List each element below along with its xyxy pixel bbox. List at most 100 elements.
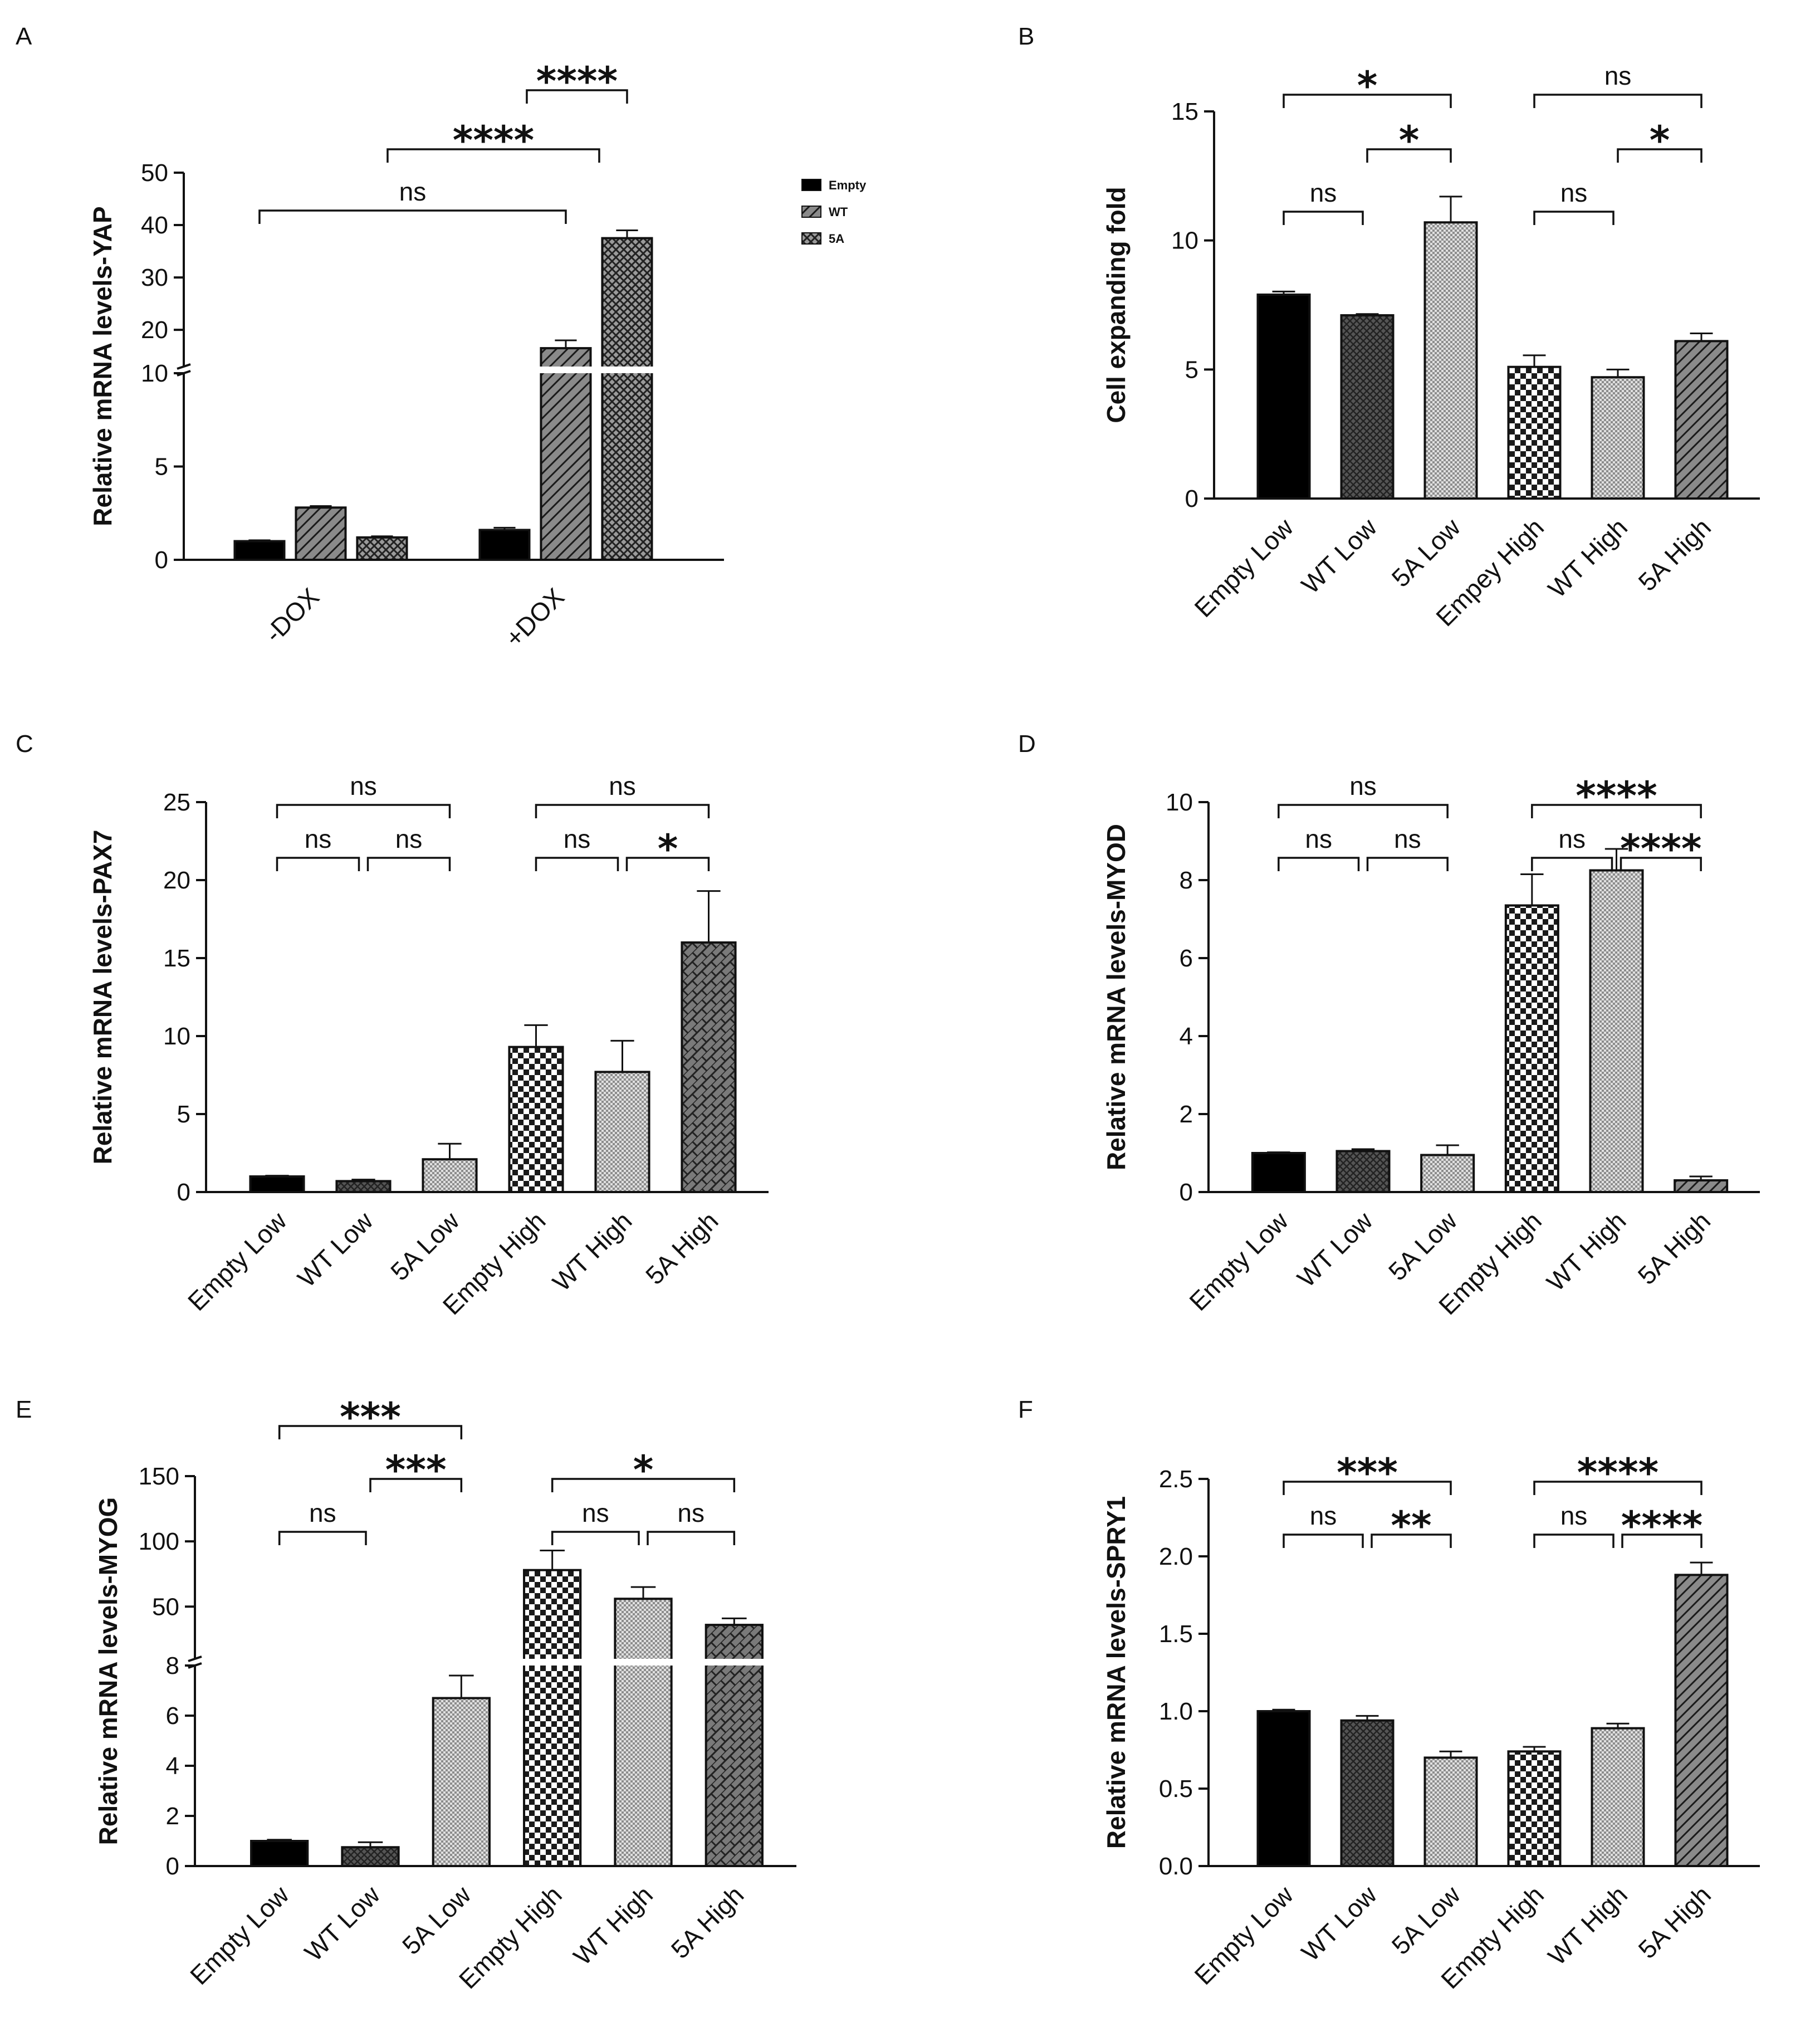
error-bar	[1436, 1144, 1459, 1155]
x-category-label: Empty Low	[184, 1880, 295, 1990]
error-bar	[1267, 1151, 1290, 1154]
significance-label: *	[1357, 63, 1378, 109]
significance-bracket	[1366, 857, 1449, 871]
y-tick-label: 30	[141, 264, 168, 291]
significance-bracket	[1533, 211, 1614, 225]
significance-label: *	[1399, 118, 1420, 163]
bar-break-gap	[539, 367, 593, 373]
significance-label: ***	[1337, 1450, 1398, 1496]
error-bar	[310, 505, 332, 508]
significance-label: ns	[1560, 178, 1588, 207]
significance-bracket	[535, 857, 619, 871]
y-tick-label: 5	[1185, 356, 1198, 383]
y-tick-label: 20	[141, 316, 168, 344]
error-bar	[722, 1617, 747, 1625]
x-category-label: 5A High	[1632, 1206, 1716, 1290]
significance-label: ns	[1310, 1501, 1337, 1530]
significance-bracket	[647, 1531, 736, 1545]
y-axis-label: Cell expanding fold	[1102, 187, 1131, 423]
significance-bracket	[258, 209, 567, 224]
error-bar	[1606, 368, 1630, 378]
y-tick-label: 25	[163, 789, 190, 816]
x-category-label: WT High	[1541, 1206, 1632, 1297]
panel-letter: B	[1018, 23, 1034, 50]
y-tick-label: 0	[177, 1179, 190, 1206]
significance-label: ns	[609, 771, 636, 800]
error-bar	[524, 1024, 548, 1047]
significance-bracket	[535, 804, 710, 818]
y-tick-label: 4	[1180, 1023, 1193, 1050]
y-axis-label: Relative mRNA levels-YAP	[88, 206, 117, 526]
significance-bracket	[1366, 148, 1452, 163]
error-bar	[1520, 873, 1544, 906]
error-bar	[555, 339, 577, 349]
y-tick-label: 20	[163, 867, 190, 894]
significance-label: ns	[1604, 61, 1632, 90]
bar	[614, 1598, 673, 1867]
significance-label: ns	[350, 771, 377, 800]
y-tick-label: 6	[1180, 945, 1193, 972]
y-tick-label: 0.0	[1159, 1853, 1193, 1880]
bar	[540, 347, 592, 561]
x-category-label: WT High	[1542, 512, 1633, 603]
bar	[478, 529, 531, 561]
y-tick-label: 8	[1180, 867, 1193, 894]
x-category-label: WT High	[567, 1880, 658, 1971]
bar	[1507, 365, 1562, 500]
error-bar	[1690, 332, 1713, 341]
significance-bracket	[1621, 1533, 1702, 1548]
bar	[341, 1846, 400, 1867]
x-category-label: WT Low	[1296, 512, 1383, 599]
significance-bracket	[1283, 1481, 1452, 1495]
y-tick-label: 8	[166, 1652, 179, 1679]
significance-label: ***	[340, 1394, 401, 1440]
bar-break-gap	[522, 1659, 583, 1666]
y-tick-label: 10	[1166, 789, 1193, 816]
y-tick-label: 50	[152, 1593, 179, 1620]
y-tick-label: 4	[166, 1752, 179, 1780]
significance-bracket	[1278, 857, 1360, 871]
error-bar	[1523, 1746, 1546, 1752]
significance-bracket	[1533, 94, 1702, 108]
error-bar	[1439, 196, 1462, 223]
bar	[1251, 1152, 1306, 1193]
significance-bracket	[1283, 94, 1452, 108]
y-tick-label: 0	[1180, 1179, 1193, 1206]
x-category-label: WT High	[1542, 1880, 1633, 1971]
y-tick-label: 0	[1185, 485, 1198, 512]
error-bar	[493, 526, 516, 530]
bar	[1340, 1719, 1395, 1867]
y-tick-label: 2.0	[1159, 1543, 1193, 1570]
significance-bracket	[1371, 1533, 1452, 1548]
bar	[601, 237, 653, 561]
significance-bracket	[1278, 804, 1449, 818]
significance-bracket	[366, 857, 451, 871]
error-bar	[1272, 290, 1295, 295]
significance-bracket	[278, 1531, 367, 1545]
legend-swatch	[801, 206, 821, 218]
y-tick-label: 40	[141, 212, 168, 239]
significance-bracket	[1620, 857, 1702, 871]
y-tick-label: 15	[163, 945, 190, 972]
y-tick-label: 50	[141, 159, 168, 187]
error-bar	[1604, 848, 1628, 871]
y-tick-label: 1.0	[1159, 1698, 1193, 1725]
significance-bracket	[551, 1531, 640, 1545]
error-bar	[358, 1841, 383, 1848]
significance-label: ****	[453, 118, 534, 163]
panel-letter: C	[16, 730, 33, 758]
x-category-label: Empty Low	[1188, 1880, 1299, 1990]
significance-bracket	[386, 148, 600, 163]
error-bar	[630, 1586, 656, 1599]
panel-a: A Relative mRNA levels-YAP 0 5 10 20 30 40 50 -DO…	[16, 23, 867, 653]
x-category-label: Empty Low	[1183, 1206, 1294, 1316]
significance-label: ns	[1560, 1501, 1588, 1530]
significance-label: ****	[536, 58, 618, 104]
panel-letter: F	[1018, 1396, 1033, 1423]
legend-swatch	[801, 232, 821, 245]
significance-bracket	[1283, 1533, 1364, 1548]
x-category-label: WT Low	[1296, 1880, 1383, 1967]
error-bar	[697, 890, 721, 942]
significance-label: ns	[1310, 178, 1337, 207]
error-bar	[1272, 1708, 1295, 1711]
